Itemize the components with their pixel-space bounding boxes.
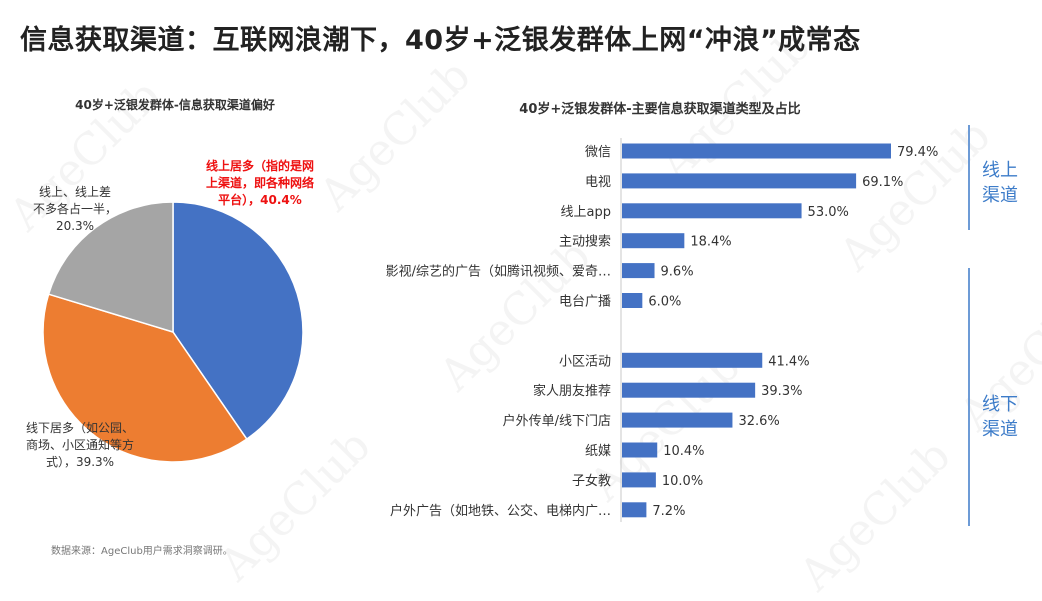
bar-category-label: 影视/综艺的广告（如腾讯视频、爱奇… [386, 264, 611, 280]
group-label-line: 渠道 [982, 185, 1018, 206]
bar [622, 412, 733, 428]
pie-label-line: 上渠道，即各种网络 [205, 176, 314, 190]
bar-chart-title: 40岁+泛银发群体-主要信息获取渠道类型及占比 [519, 102, 801, 117]
bar-category-label: 纸媒 [585, 444, 611, 459]
bar-value-label: 41.4% [768, 354, 809, 369]
pie-chart [42, 201, 304, 463]
bar-category-label: 户外广告（如地铁、公交、电梯内广… [390, 503, 611, 519]
bar [622, 143, 891, 159]
bar-category-label: 小区活动 [559, 354, 611, 369]
bar [622, 263, 655, 279]
bar-category-label: 主动搜索 [559, 235, 611, 250]
online-group-divider [968, 125, 970, 230]
bar-category-label: 电台广播 [559, 295, 611, 310]
pie-label-line: 式），39.3% [45, 455, 115, 469]
group-label-line: 线下 [982, 394, 1018, 415]
bar-category-label: 子女教 [572, 473, 611, 489]
bar-chart: 微信 79.4% 电视 69.1% 线上app 53.0% 主动搜索 18.4% 影视/综艺的广… [386, 138, 938, 522]
bar [622, 173, 857, 189]
pie-label-line: 线上、线上差 [38, 185, 111, 199]
pie-label-online: 线上居多（指的是网 上渠道，即各种网络 平台），40.4% [180, 158, 340, 209]
bar-value-label: 79.4% [897, 145, 938, 160]
online-group-label: 线上 渠道 [975, 158, 1025, 208]
bar [622, 382, 756, 398]
pie-label-line: 商场、小区通知等方 [25, 438, 134, 452]
pie-label-line: 平台），40.4% [218, 193, 302, 207]
pie-slice-online [172, 201, 304, 441]
bar-value-label: 32.6% [738, 414, 779, 429]
offline-group-divider [968, 268, 970, 526]
bar [622, 442, 658, 458]
group-label-line: 线上 [982, 160, 1018, 181]
pie-label-line: 线上居多（指的是网 [205, 159, 314, 173]
group-label-line: 渠道 [982, 419, 1018, 440]
bar-value-label: 6.0% [648, 295, 681, 310]
bar-category-label: 线上app [561, 205, 611, 220]
bar [622, 203, 802, 219]
bar-value-label: 53.0% [808, 205, 849, 220]
bar-value-label: 18.4% [690, 235, 731, 250]
bar-category-label: 微信 [585, 145, 611, 160]
bar-category-label: 家人朋友推荐 [533, 383, 611, 399]
pie-label-line: 不多各占一半， [32, 202, 117, 216]
pie-label-line: 20.3% [55, 219, 95, 233]
bar [622, 352, 763, 368]
source-note: 数据来源：AgeClub用户需求洞察调研。 [51, 546, 233, 557]
pie-slice-half [47, 201, 174, 334]
bar-value-label: 10.0% [662, 474, 703, 489]
bar [622, 472, 656, 488]
bar-value-label: 69.1% [862, 175, 903, 190]
bar-category-label: 电视 [585, 175, 611, 190]
pie-label-offline: 线下居多（如公园、 商场、小区通知等方 式），39.3% [5, 420, 155, 471]
pie-label-half: 线上、线上差 不多各占一半， 20.3% [10, 184, 140, 235]
bar-value-label: 7.2% [652, 504, 685, 519]
bar [622, 233, 685, 249]
offline-group-label: 线下 渠道 [975, 392, 1025, 442]
page-title: 信息获取渠道：互联网浪潮下，40岁+泛银发群体上网“冲浪”成常态 [20, 25, 861, 56]
bar [622, 502, 647, 518]
bar-value-label: 39.3% [761, 384, 802, 399]
bar-value-label: 10.4% [663, 444, 704, 459]
bar [622, 293, 643, 308]
bar-category-label: 户外传单/线下门店 [503, 413, 611, 429]
bar-value-label: 9.6% [661, 265, 694, 280]
pie-slice-offline [42, 293, 248, 463]
pie-label-line: 线下居多（如公园、 [25, 421, 134, 435]
pie-chart-title: 40岁+泛银发群体-信息获取渠道偏好 [75, 98, 275, 112]
